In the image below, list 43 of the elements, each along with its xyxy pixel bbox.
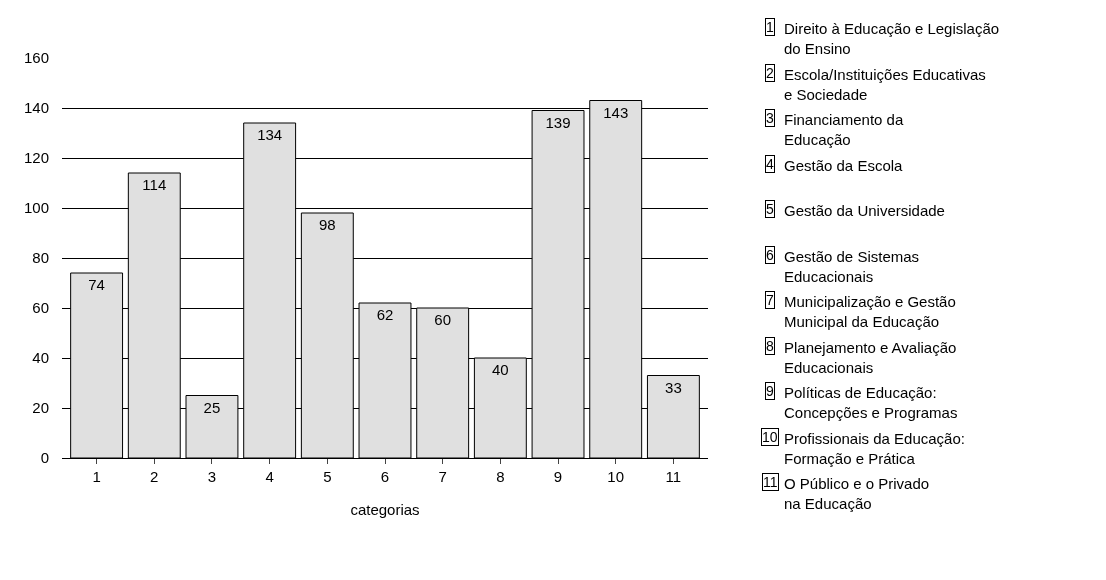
y-tick-label: 160: [23, 49, 49, 67]
x-tick-label: 11: [665, 468, 682, 485]
y-tick-label: 140: [23, 99, 49, 117]
data-label: 74: [88, 276, 105, 293]
y-tick-label: 40: [32, 349, 49, 367]
data-label: 139: [545, 113, 571, 131]
x-tick-label: 8: [496, 468, 505, 485]
data-label: 114: [142, 176, 167, 193]
y-tick-label: 0: [40, 449, 49, 467]
data-label: 60: [434, 311, 452, 328]
y-tick-label: 80: [32, 249, 49, 267]
y-tick-label: 60: [32, 299, 49, 317]
y-tick-label: 100: [23, 199, 49, 217]
text: 11 O Público e o Privado na Educação: [763, 474, 930, 512]
data-label: 98: [318, 216, 336, 233]
x-tick-label: 4: [265, 468, 274, 485]
data-label: 62: [376, 306, 394, 323]
text: 4 Gestão da Escola: [766, 156, 904, 174]
data-label: 33: [665, 378, 682, 396]
x-tick-label: 10: [607, 468, 625, 485]
x-tick-label: 2: [150, 468, 159, 485]
x-tick-label: 5: [323, 468, 332, 485]
y-tick-label: 120: [23, 149, 49, 167]
text: 10 Profissionais da Educação: Formação e Prática: [762, 429, 965, 467]
data-label: 40: [492, 361, 509, 378]
x-tick-label: 6: [380, 468, 390, 485]
x-tick-label: 1: [92, 468, 101, 485]
text: 9 Políticas de Educação: Concepções e Programas: [766, 383, 958, 421]
text: 1 Direito à Educação e Legislação do Ensino: [766, 19, 1000, 57]
data-label: 25: [203, 398, 221, 416]
x-axis-title: categorias: [350, 501, 420, 518]
data-label: 134: [257, 126, 283, 143]
text: 7 Municipalização e Gestão Municipal da Educação: [766, 292, 956, 330]
y-tick-label: 20: [32, 399, 49, 417]
text: 2 Escola/Instituições Educativas e Sociedade: [766, 65, 986, 103]
x-tick-label: 9: [553, 468, 563, 485]
data-label: 143: [603, 103, 629, 121]
text: 6 Gestão de Sistemas Educacionais: [766, 247, 920, 285]
text: 5 Gestão da Universidade: [766, 201, 945, 219]
text: 3 Financiamento da Educação: [766, 110, 904, 148]
x-tick-label: 3: [207, 468, 217, 485]
x-tick-label: 7: [438, 468, 447, 485]
text: 8 Planejamento e Avaliação Educacionais: [766, 338, 957, 376]
